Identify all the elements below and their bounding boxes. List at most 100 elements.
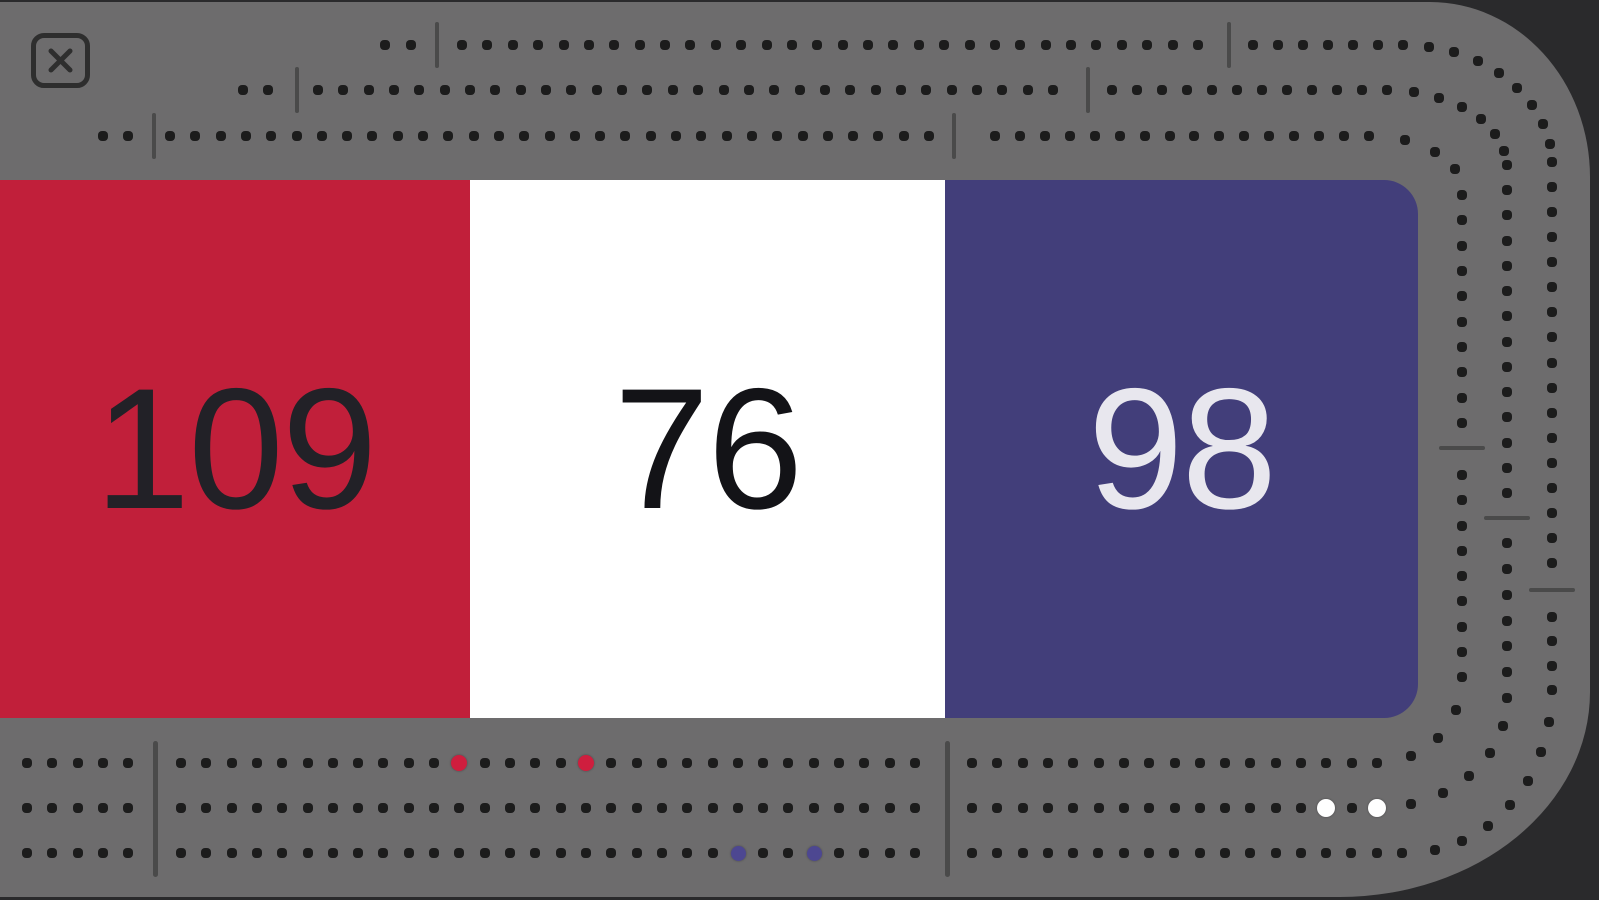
peg-hole (479, 758, 490, 768)
peg-hole (378, 803, 389, 813)
peg-hole (201, 758, 212, 768)
peg-hole (277, 848, 288, 858)
peg-hole (22, 758, 32, 768)
peg-hole (772, 131, 783, 141)
peg-hole (992, 803, 1003, 813)
peg-hole (1142, 40, 1153, 50)
peg-hole (493, 131, 504, 141)
peg-hole (530, 803, 541, 813)
peg-hole (1502, 286, 1512, 297)
peg-hole (123, 758, 133, 768)
peg-hole (967, 758, 977, 768)
peg-hole (392, 131, 403, 141)
peg-hole (1017, 758, 1028, 768)
peg-hole (1482, 820, 1493, 831)
peg-hole (1456, 102, 1467, 113)
peg-hole (403, 803, 414, 813)
peg-blue[interactable] (806, 845, 822, 861)
peg-hole (1193, 40, 1203, 50)
peg-hole (783, 848, 794, 858)
peg-hole (721, 131, 732, 141)
peg-hole (997, 85, 1008, 95)
peg-hole (316, 131, 327, 141)
peg-blue[interactable] (730, 845, 746, 861)
peg-hole (569, 131, 580, 141)
peg-hole (797, 131, 808, 141)
score-panel-blue[interactable]: 98 (945, 180, 1418, 718)
peg-hole (226, 848, 237, 858)
peg-hole (859, 803, 870, 813)
peg-hole (873, 131, 884, 141)
track-divider (1227, 22, 1231, 68)
peg-hole (22, 848, 32, 858)
peg-hole (1169, 803, 1180, 813)
peg-hole (479, 848, 490, 858)
peg-hole (176, 803, 186, 813)
peg-hole (1547, 357, 1557, 368)
peg-hole (1547, 207, 1557, 218)
peg-hole (555, 848, 566, 858)
peg-hole (541, 85, 552, 95)
peg-hole (505, 758, 516, 768)
peg-hole (743, 85, 754, 95)
peg-hole (1066, 40, 1077, 50)
score-blue: 98 (1087, 353, 1277, 545)
peg-hole (1039, 131, 1050, 141)
peg-hole (1321, 758, 1332, 768)
peg-white[interactable] (1317, 799, 1335, 817)
peg-hole (1245, 848, 1256, 858)
peg-hole (1457, 596, 1467, 607)
peg-hole (1296, 758, 1307, 768)
peg-hole (888, 40, 899, 50)
peg-hole (263, 85, 273, 95)
peg-hole (1432, 732, 1443, 743)
peg-hole (1323, 40, 1333, 50)
peg-hole (696, 131, 707, 141)
peg-hole (870, 85, 881, 95)
peg-hole (667, 85, 678, 95)
track-divider (1484, 516, 1530, 520)
peg-hole (736, 40, 747, 50)
track-divider (1086, 67, 1090, 113)
close-button[interactable] (31, 33, 90, 88)
peg-hole (1144, 803, 1155, 813)
peg-hole (1502, 462, 1512, 473)
peg-hole (1406, 751, 1417, 762)
peg-hole (277, 803, 288, 813)
close-icon (48, 48, 73, 73)
peg-hole (1457, 215, 1467, 226)
score-panel-white[interactable]: 76 (470, 180, 945, 718)
peg-hole (1296, 803, 1307, 813)
peg-hole (457, 40, 467, 50)
peg-hole (971, 85, 982, 95)
peg-hole (443, 131, 454, 141)
peg-white[interactable] (1368, 799, 1386, 817)
peg-red[interactable] (451, 755, 467, 771)
peg-hole (1270, 803, 1281, 813)
peg-hole (1457, 291, 1467, 302)
peg-hole (1457, 545, 1467, 556)
peg-hole (515, 85, 526, 95)
peg-hole (1457, 240, 1467, 251)
peg-hole (1068, 848, 1079, 858)
peg-hole (1017, 803, 1028, 813)
peg-hole (1257, 85, 1267, 95)
peg-hole (758, 758, 769, 768)
peg-hole (1484, 748, 1495, 758)
track-divider (152, 113, 156, 159)
peg-hole (656, 758, 667, 768)
peg-hole (302, 848, 313, 858)
peg-hole (1547, 432, 1557, 443)
peg-hole (342, 131, 353, 141)
peg-hole (1457, 646, 1467, 657)
peg-hole (1107, 85, 1117, 95)
peg-hole (1264, 131, 1275, 141)
score-panel-red[interactable]: 109 (0, 180, 470, 718)
peg-hole (1093, 848, 1104, 858)
peg-hole (338, 85, 349, 95)
peg-red[interactable] (578, 755, 594, 771)
peg-hole (1544, 716, 1555, 727)
peg-hole (617, 85, 628, 95)
peg-hole (1502, 693, 1512, 703)
